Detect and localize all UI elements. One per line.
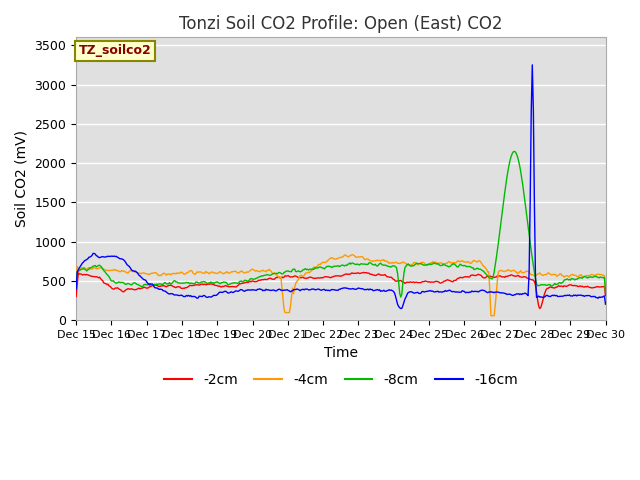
Text: TZ_soilco2: TZ_soilco2: [79, 45, 152, 58]
Legend: -2cm, -4cm, -8cm, -16cm: -2cm, -4cm, -8cm, -16cm: [159, 368, 524, 393]
Y-axis label: Soil CO2 (mV): Soil CO2 (mV): [15, 131, 29, 228]
Title: Tonzi Soil CO2 Profile: Open (East) CO2: Tonzi Soil CO2 Profile: Open (East) CO2: [179, 15, 502, 33]
X-axis label: Time: Time: [324, 346, 358, 360]
